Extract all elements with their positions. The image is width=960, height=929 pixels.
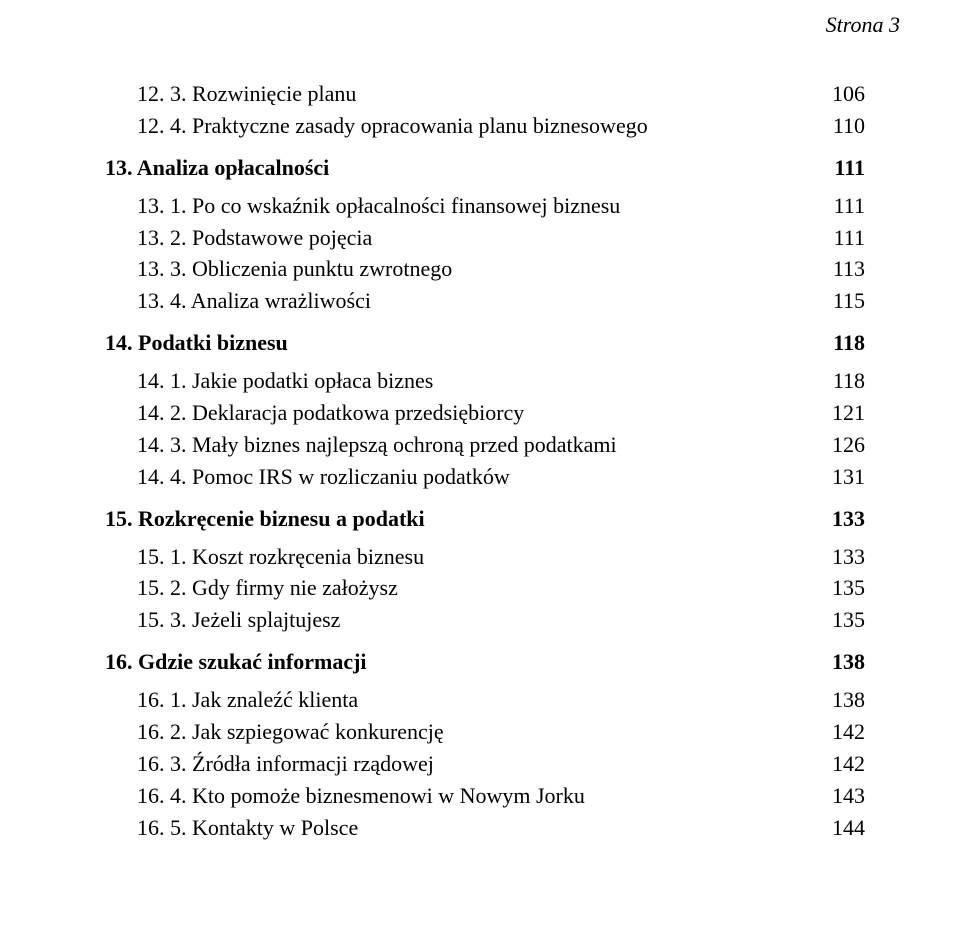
toc-entry-page-number: 106	[820, 78, 865, 110]
toc-entry-title: 16. 1. Jak znaleźć klienta	[105, 684, 820, 716]
toc-entry-page-number: 133	[820, 541, 865, 573]
toc-entry-page-number: 144	[820, 812, 865, 844]
toc-entry: 16. 2. Jak szpiegować konkurencję142	[105, 716, 865, 748]
toc-entry: 13. 3. Obliczenia punktu zwrotnego113	[105, 253, 865, 285]
toc-entry-title: 12. 4. Praktyczne zasady opracowania pla…	[105, 110, 820, 142]
toc-entry-title: 13. 1. Po co wskaźnik opłacalności finan…	[105, 190, 820, 222]
toc-entry: 14. 2. Deklaracja podatkowa przedsiębior…	[105, 397, 865, 429]
toc-entry-title: 14. 3. Mały biznes najlepszą ochroną prz…	[105, 429, 820, 461]
toc-entry: 13. 2. Podstawowe pojęcia111	[105, 222, 865, 254]
table-of-contents: 12. 3. Rozwinięcie planu10612. 4. Prakty…	[105, 78, 865, 844]
toc-entry-title: 13. 4. Analiza wrażliwości	[105, 285, 820, 317]
toc-entry-page-number: 142	[820, 716, 865, 748]
toc-entry-page-number: 133	[820, 503, 865, 535]
toc-entry-title: 16. 3. Źródła informacji rządowej	[105, 748, 820, 780]
toc-section-heading: 13. Analiza opłacalności111	[105, 152, 865, 184]
toc-entry-page-number: 121	[820, 397, 865, 429]
toc-entry-title: 12. 3. Rozwinięcie planu	[105, 78, 820, 110]
toc-entry: 15. 2. Gdy firmy nie założysz135	[105, 572, 865, 604]
toc-entry-title: 14. 1. Jakie podatki opłaca biznes	[105, 365, 820, 397]
toc-entry-title: 15. 1. Koszt rozkręcenia biznesu	[105, 541, 820, 573]
toc-entry-page-number: 115	[820, 285, 865, 317]
toc-entry-title: 13. 3. Obliczenia punktu zwrotnego	[105, 253, 820, 285]
toc-entry-page-number: 142	[820, 748, 865, 780]
toc-entry: 16. 1. Jak znaleźć klienta138	[105, 684, 865, 716]
toc-entry: 16. 3. Źródła informacji rządowej142	[105, 748, 865, 780]
toc-entry-page-number: 138	[820, 646, 865, 678]
toc-entry-title: 16. 5. Kontakty w Polsce	[105, 812, 820, 844]
toc-entry: 13. 4. Analiza wrażliwości115	[105, 285, 865, 317]
toc-entry-title: 16. 4. Kto pomoże biznesmenowi w Nowym J…	[105, 780, 820, 812]
toc-entry: 14. 3. Mały biznes najlepszą ochroną prz…	[105, 429, 865, 461]
toc-entry-title: 14. 2. Deklaracja podatkowa przedsiębior…	[105, 397, 820, 429]
toc-entry-page-number: 143	[820, 780, 865, 812]
toc-entry-title: 14. Podatki biznesu	[105, 327, 820, 359]
toc-entry: 15. 1. Koszt rozkręcenia biznesu133	[105, 541, 865, 573]
toc-entry: 12. 3. Rozwinięcie planu106	[105, 78, 865, 110]
toc-entry-page-number: 110	[820, 110, 865, 142]
toc-entry-title: 15. 2. Gdy firmy nie założysz	[105, 572, 820, 604]
toc-entry-title: 14. 4. Pomoc IRS w rozliczaniu podatków	[105, 461, 820, 493]
toc-entry-title: 15. 3. Jeżeli splajtujesz	[105, 604, 820, 636]
toc-entry: 16. 5. Kontakty w Polsce144	[105, 812, 865, 844]
toc-entry-title: 16. 2. Jak szpiegować konkurencję	[105, 716, 820, 748]
toc-entry-page-number: 126	[820, 429, 865, 461]
toc-entry-page-number: 131	[820, 461, 865, 493]
toc-entry-title: 16. Gdzie szukać informacji	[105, 646, 820, 678]
toc-entry-page-number: 111	[820, 222, 865, 254]
toc-entry-page-number: 111	[820, 152, 865, 184]
toc-section-heading: 16. Gdzie szukać informacji138	[105, 646, 865, 678]
toc-entry: 15. 3. Jeżeli splajtujesz135	[105, 604, 865, 636]
toc-entry: 16. 4. Kto pomoże biznesmenowi w Nowym J…	[105, 780, 865, 812]
toc-entry-page-number: 135	[820, 572, 865, 604]
toc-entry-page-number: 118	[820, 365, 865, 397]
toc-entry-page-number: 118	[820, 327, 865, 359]
toc-section-heading: 15. Rozkręcenie biznesu a podatki133	[105, 503, 865, 535]
toc-entry: 14. 1. Jakie podatki opłaca biznes118	[105, 365, 865, 397]
toc-section-heading: 14. Podatki biznesu118	[105, 327, 865, 359]
toc-entry-page-number: 113	[820, 253, 865, 285]
toc-entry-page-number: 111	[820, 190, 865, 222]
page-label: Strona 3	[826, 12, 900, 38]
toc-entry-title: 13. 2. Podstawowe pojęcia	[105, 222, 820, 254]
toc-entry-title: 15. Rozkręcenie biznesu a podatki	[105, 503, 820, 535]
toc-entry-page-number: 138	[820, 684, 865, 716]
toc-entry: 14. 4. Pomoc IRS w rozliczaniu podatków1…	[105, 461, 865, 493]
toc-entry-title: 13. Analiza opłacalności	[105, 152, 820, 184]
toc-entry: 12. 4. Praktyczne zasady opracowania pla…	[105, 110, 865, 142]
toc-entry: 13. 1. Po co wskaźnik opłacalności finan…	[105, 190, 865, 222]
document-page: Strona 3 12. 3. Rozwinięcie planu10612. …	[0, 0, 960, 929]
toc-entry-page-number: 135	[820, 604, 865, 636]
